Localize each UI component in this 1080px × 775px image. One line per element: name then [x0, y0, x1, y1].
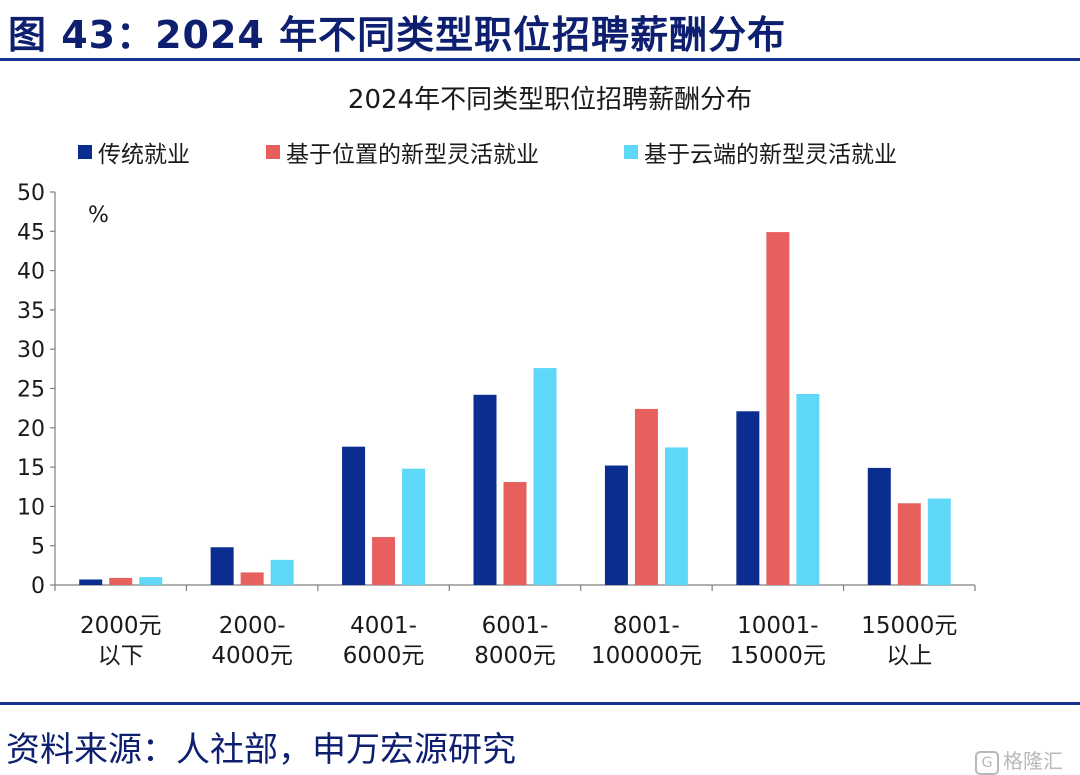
x-category-label-line: 6000元 [343, 643, 425, 669]
x-category-label-line: 2000元 [80, 613, 162, 639]
legend-label-1: 传统就业 [98, 142, 190, 168]
y-tick-label: 30 [17, 338, 45, 363]
x-category-label-line: 2000- [219, 613, 286, 639]
x-category-label-line: 4000元 [211, 643, 293, 669]
bar-series-3-cat-2 [270, 559, 294, 585]
x-category-label-line: 以上 [886, 643, 932, 669]
bar-series-3-cat-5 [664, 447, 688, 585]
x-category-label-line: 4001- [350, 613, 417, 639]
bar-series-2-cat-2 [240, 572, 264, 585]
source-note: 资料来源：人社部，申万宏源研究 [6, 730, 516, 770]
bar-chart: 2024年不同类型职位招聘薪酬分布 传统就业 基于位置的新型灵活就业 基于云端的新型… [17, 85, 976, 669]
bar-series-3-cat-4 [533, 368, 557, 585]
bar-series-1-cat-1 [79, 579, 103, 585]
bar-series-2-cat-4 [503, 482, 527, 585]
x-category-label: 8001- 100000元 [591, 613, 702, 669]
x-category-label-line: 6001- [482, 613, 549, 639]
figure-title: 图 43：2024 年不同类型职位招聘薪酬分布 [8, 13, 787, 57]
x-category-label-line: 8000元 [474, 643, 556, 669]
x-category-label: 2000- 4000元 [211, 613, 293, 669]
y-tick-label: 15 [17, 456, 45, 481]
bar-series-1-cat-2 [210, 547, 234, 585]
y-tick-label: 0 [31, 574, 45, 599]
x-category-label-line: 8001- [613, 613, 680, 639]
y-tick-label: 20 [17, 417, 45, 442]
chart-title: 2024年不同类型职位招聘薪酬分布 [348, 85, 752, 115]
x-category-label: 2000元以下 [80, 613, 162, 669]
bar-series-3-cat-6 [796, 394, 820, 585]
bar-series-1-cat-6 [736, 411, 760, 585]
bar-series-1-cat-5 [604, 465, 628, 585]
y-tick-label: 35 [17, 299, 45, 324]
y-tick-label: 5 [31, 535, 45, 560]
watermark-logo-icon: G [975, 750, 999, 775]
bar-series-3-cat-3 [402, 468, 426, 585]
bar-series-2-cat-1 [109, 577, 133, 585]
bar-series-2-cat-5 [634, 408, 658, 585]
x-category-label-line: 100000元 [591, 643, 702, 669]
x-category-label-line: 以下 [98, 643, 144, 669]
x-axis: 2000元以下 2000- 4000元 4001- 6000元 6001- 8000元 800… [54, 584, 976, 669]
bar-series-1-cat-4 [473, 394, 497, 585]
bar-series-3-cat-7 [927, 498, 951, 585]
y-tick-label: 45 [17, 220, 45, 245]
y-unit-label: % [88, 203, 109, 228]
bar-series-2-cat-6 [766, 232, 790, 585]
y-tick-label: 40 [17, 260, 45, 285]
x-category-label-line: 15000元 [861, 613, 957, 639]
y-tick-label: 25 [17, 378, 45, 403]
x-category-label-line: 15000元 [730, 643, 826, 669]
legend-label-3: 基于云端的新型灵活就业 [644, 142, 897, 168]
legend-label-2: 基于位置的新型灵活就业 [286, 142, 539, 168]
bottom-divider [0, 702, 1080, 705]
legend-swatch-1 [78, 145, 92, 159]
bar-series-3-cat-1 [139, 577, 163, 585]
x-category-label: 15000元以上 [861, 613, 957, 669]
bar-series-2-cat-3 [372, 537, 396, 585]
bar-series-1-cat-3 [342, 446, 366, 585]
bar-series-2-cat-7 [897, 503, 921, 585]
y-tick-label: 50 [17, 181, 45, 206]
x-category-label: 10001- 15000元 [730, 613, 826, 669]
x-category-label: 4001- 6000元 [343, 613, 425, 669]
watermark: G 格隆汇 [975, 745, 1063, 775]
top-divider [0, 58, 1080, 61]
chart-legend: 传统就业 基于位置的新型灵活就业 基于云端的新型灵活就业 [78, 142, 897, 168]
x-category-label: 6001- 8000元 [474, 613, 556, 669]
y-axis: 0 5 10 15 20 25 30 35 40 45 50 [17, 181, 56, 599]
y-tick-label: 10 [17, 495, 45, 520]
legend-swatch-2 [266, 145, 280, 159]
x-category-label-line: 10001- [737, 613, 818, 639]
bars [79, 232, 951, 585]
legend-swatch-3 [624, 145, 638, 159]
bar-series-1-cat-7 [867, 467, 891, 585]
watermark-text: 格隆汇 [1003, 749, 1063, 773]
